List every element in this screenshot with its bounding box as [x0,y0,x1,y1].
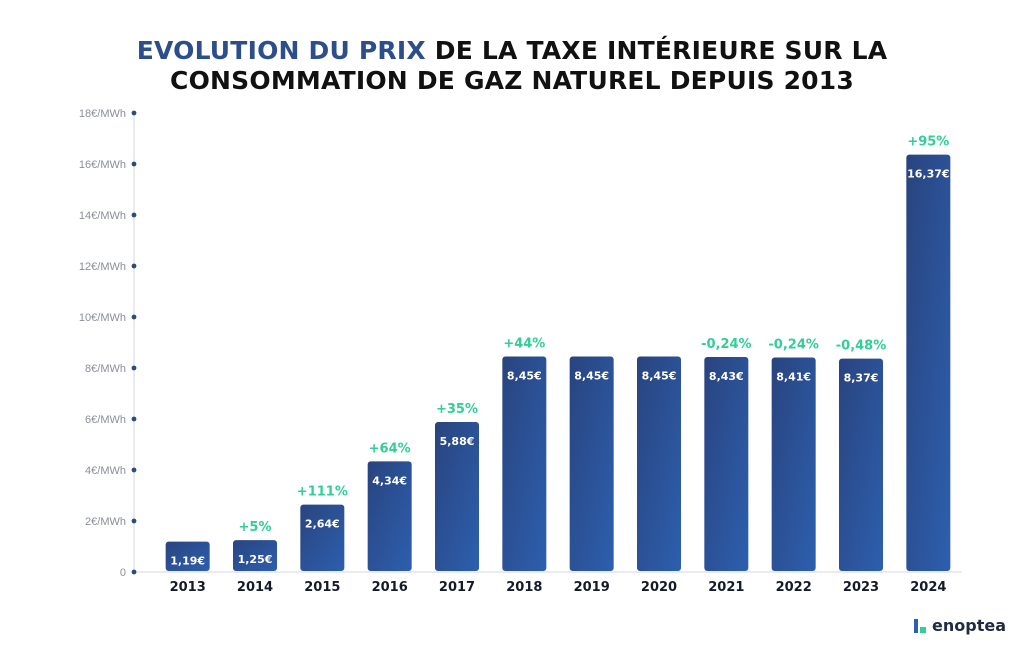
chart-title-line2: CONSOMMATION DE GAZ NATUREL DEPUIS 2013 [170,66,854,95]
bar-value-label: 4,34€ [372,474,407,487]
y-tick-label: 16€/MWh [79,159,126,171]
change-label: +64% [369,441,411,456]
change-label: +5% [239,520,272,535]
bar [704,357,749,571]
y-tick-label: 12€/MWh [79,261,126,273]
y-tick-dot [131,518,137,524]
y-tick-dot [131,212,137,218]
y-tick-label: 6€/MWh [85,414,126,426]
chart-title: EVOLUTION DU PRIX DE LA TAXE INTÉRIEURE … [0,36,1024,96]
change-label: -0,48% [836,339,887,354]
y-tick-dot [131,263,137,269]
y-tick-dot [131,467,137,473]
y-tick-dot [131,161,137,167]
y-tick-dot [131,110,137,116]
bar [300,504,345,571]
bar [435,422,479,571]
x-tick-label: 2022 [776,580,812,595]
chart-title-line1-rest: DE LA TAXE INTÉRIEURE SUR LA [425,36,888,65]
y-tick-label: 4€/MWh [85,465,126,477]
x-tick-label: 2023 [843,580,879,595]
x-tick-label: 2021 [708,580,744,595]
bar [233,540,277,571]
y-tick-label: 18€/MWh [79,108,126,120]
bar-value-label: 8,41€ [776,371,811,384]
y-tick-label: 0 [120,567,126,579]
bar-value-label: 16,37€ [907,168,949,181]
bar-value-label: 5,88€ [440,435,475,448]
change-label: -0,24% [701,337,752,352]
bar [839,358,883,571]
x-tick-label: 2016 [372,580,408,595]
y-tick-label: 14€/MWh [79,210,126,222]
x-tick-label: 2019 [574,580,610,595]
bar [906,154,951,571]
bar-value-label: 8,45€ [642,370,677,383]
chart-title-highlight: EVOLUTION DU PRIX [136,36,426,65]
x-tick-label: 2020 [641,580,677,595]
change-label: +44% [503,337,545,352]
enoptea-logo-icon [914,618,927,633]
y-tick-dot [131,365,137,371]
x-tick-label: 2014 [237,580,273,595]
logo-text: enoptea [932,616,1006,635]
bar-value-label: 8,45€ [507,370,542,383]
y-tick-label: 10€/MWh [79,312,126,324]
bar [165,541,210,571]
change-label: +111% [297,485,348,500]
y-tick-dot [131,416,137,422]
y-tick-label: 2€/MWh [85,516,126,528]
x-tick-label: 2018 [506,580,542,595]
bar-value-label: 8,45€ [574,370,609,383]
bar-value-label: 8,43€ [709,370,744,383]
bar [367,461,412,571]
bar [637,356,681,571]
y-tick-dot [131,569,137,575]
enoptea-logo: enoptea [914,616,1006,635]
bar [502,356,547,571]
x-tick-label: 2024 [910,580,946,595]
y-tick-dot [131,314,137,320]
change-label: +95% [907,135,949,150]
change-label: +35% [436,402,478,417]
change-label: -0,24% [768,338,819,353]
x-tick-label: 2017 [439,580,475,595]
bar-value-label: 8,37€ [844,372,879,385]
y-tick-label: 8€/MWh [85,363,126,375]
bar-value-label: 2,64€ [305,518,340,531]
bar-value-label: 1,19€ [170,555,205,568]
x-tick-label: 2015 [304,580,340,595]
bar [771,357,816,571]
x-tick-label: 2013 [170,580,206,595]
bar-value-label: 1,25€ [238,553,273,566]
bar [569,356,614,571]
